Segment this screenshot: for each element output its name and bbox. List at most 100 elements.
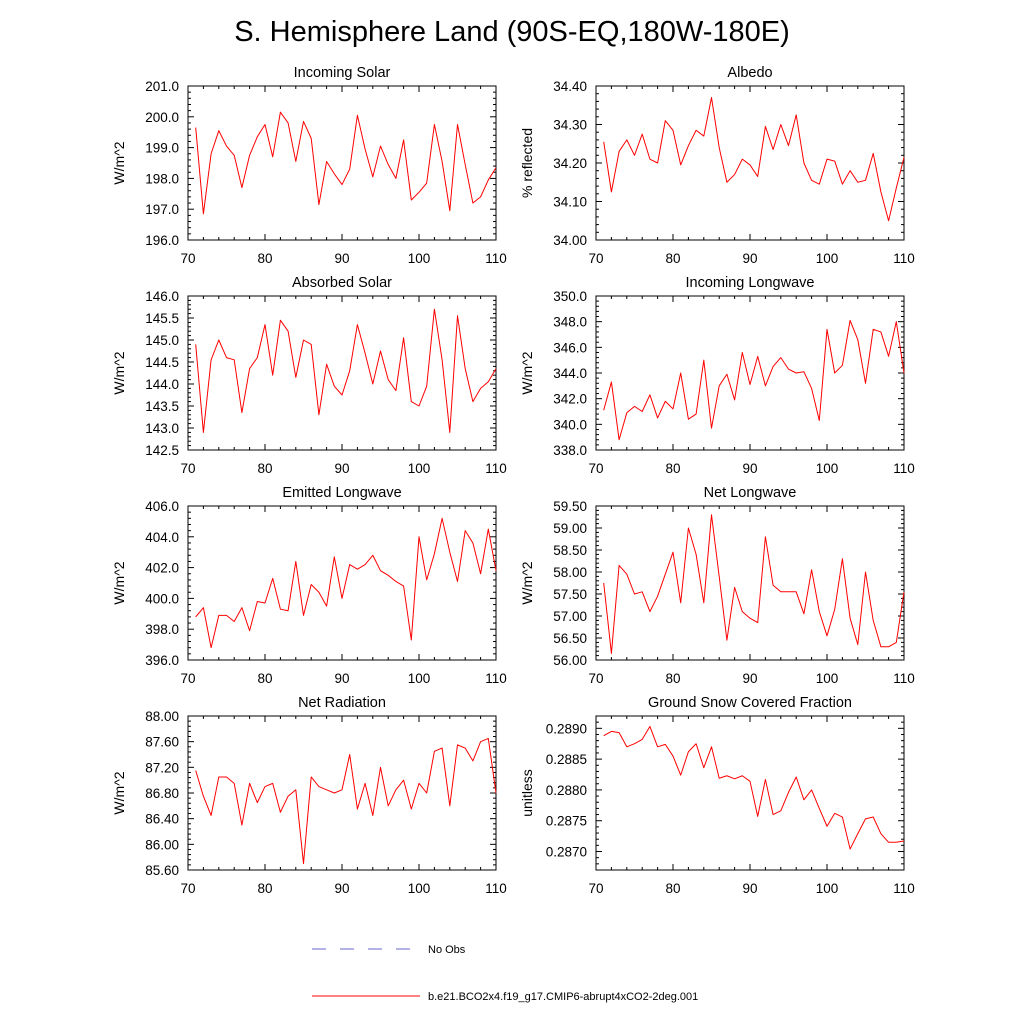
x-tick-label: 90 xyxy=(334,881,349,896)
y-tick-label: 197.0 xyxy=(145,202,179,217)
y-tick-label: 34.30 xyxy=(553,118,587,133)
x-tick-label: 100 xyxy=(408,671,431,686)
series-line xyxy=(603,97,905,222)
x-tick-label: 90 xyxy=(334,461,349,476)
y-tick-label: 57.50 xyxy=(553,587,587,602)
plot-frame xyxy=(187,85,497,241)
x-tick-label: 110 xyxy=(485,461,507,476)
y-tick-label: 59.50 xyxy=(553,499,587,514)
x-tick-label: 100 xyxy=(408,251,431,266)
y-tick-label: 56.00 xyxy=(553,653,587,668)
panel-net-radiation: Net Radiation W/m^2 70 80 90 100 110 85.60 86.00… xyxy=(111,695,507,896)
x-tick-label: 80 xyxy=(257,251,272,266)
y-axis-label: W/m^2 xyxy=(519,351,535,394)
panel-title: Albedo xyxy=(727,65,772,81)
panel-title: Absorbed Solar xyxy=(292,275,392,291)
x-tick-label: 110 xyxy=(485,881,507,896)
y-tick-label: 86.40 xyxy=(145,812,179,827)
panel-title: Net Longwave xyxy=(704,485,797,501)
panel-ground-snow-covered-fraction: Ground Snow Covered Fraction unitless 70 80… xyxy=(519,695,915,896)
y-tick-label: 0.2875 xyxy=(546,814,587,829)
x-tick-label: 90 xyxy=(334,251,349,266)
y-axis-label: W/m^2 xyxy=(111,351,127,394)
legend-model-label: b.e21.BCO2x4.f19_g17.CMIP6-abrupt4xCO2-2… xyxy=(428,991,698,1003)
y-tick-label: 0.2885 xyxy=(546,752,587,767)
y-tick-label: 87.20 xyxy=(145,760,179,775)
y-tick-label: 143.5 xyxy=(145,399,179,414)
y-tick-label: 199.0 xyxy=(145,141,179,156)
y-tick-label: 348.0 xyxy=(553,315,587,330)
panel-title: Ground Snow Covered Fraction xyxy=(648,695,852,711)
x-tick-label: 90 xyxy=(334,671,349,686)
y-tick-label: 34.40 xyxy=(553,79,587,94)
plot-frame xyxy=(595,505,905,661)
x-tick-label: 110 xyxy=(485,251,507,266)
y-tick-label: 145.5 xyxy=(145,311,179,326)
x-tick-label: 100 xyxy=(408,881,431,896)
series-line xyxy=(603,514,905,654)
y-tick-label: 87.60 xyxy=(145,735,179,750)
x-tick-label: 100 xyxy=(816,251,839,266)
panel-net-longwave: Net Longwave W/m^2 70 80 90 100 110 56.00 56.50 5… xyxy=(519,485,915,686)
series-line xyxy=(603,319,905,441)
y-axis-label: W/m^2 xyxy=(111,141,127,184)
x-tick-label: 100 xyxy=(408,461,431,476)
x-tick-label: 70 xyxy=(180,881,195,896)
y-tick-label: 0.2870 xyxy=(546,845,587,860)
x-tick-label: 80 xyxy=(665,461,680,476)
y-tick-label: 34.00 xyxy=(553,233,587,248)
y-tick-label: 402.0 xyxy=(145,561,179,576)
y-tick-label: 0.2880 xyxy=(546,783,587,798)
x-tick-label: 70 xyxy=(180,461,195,476)
x-tick-label: 70 xyxy=(588,881,603,896)
panel-incoming-longwave: Incoming Longwave W/m^2 70 80 90 100 110 338.0 3… xyxy=(519,275,915,476)
y-tick-label: 201.0 xyxy=(145,79,179,94)
x-tick-label: 90 xyxy=(742,461,757,476)
y-tick-label: 198.0 xyxy=(145,171,179,186)
x-tick-label: 80 xyxy=(257,881,272,896)
panel-title: Incoming Longwave xyxy=(686,275,815,291)
y-axis-label: W/m^2 xyxy=(519,561,535,604)
series-line xyxy=(195,111,497,215)
y-axis-label: W/m^2 xyxy=(111,771,127,814)
y-tick-label: 34.10 xyxy=(553,195,587,210)
y-tick-label: 350.0 xyxy=(553,289,587,304)
x-tick-label: 80 xyxy=(257,671,272,686)
plot-frame xyxy=(187,505,497,661)
plot-frame xyxy=(595,85,905,241)
panel-title: Incoming Solar xyxy=(294,65,391,81)
x-tick-label: 90 xyxy=(742,881,757,896)
series-line xyxy=(195,517,497,649)
y-axis-label: unitless xyxy=(519,769,535,816)
y-tick-label: 34.20 xyxy=(553,156,587,171)
y-tick-label: 86.80 xyxy=(145,786,179,801)
x-tick-label: 100 xyxy=(816,881,839,896)
x-tick-label: 110 xyxy=(893,251,915,266)
y-tick-label: 58.00 xyxy=(553,565,587,580)
x-tick-label: 80 xyxy=(257,461,272,476)
series-line xyxy=(603,725,905,850)
x-tick-label: 110 xyxy=(893,671,915,686)
panel-title: Emitted Longwave xyxy=(282,485,401,501)
y-tick-label: 57.00 xyxy=(553,609,587,624)
plot-frame xyxy=(595,295,905,451)
y-tick-label: 56.50 xyxy=(553,631,587,646)
x-tick-label: 80 xyxy=(665,671,680,686)
y-tick-label: 196.0 xyxy=(145,233,179,248)
y-tick-label: 59.00 xyxy=(553,521,587,536)
x-tick-label: 100 xyxy=(816,671,839,686)
x-tick-label: 80 xyxy=(665,881,680,896)
y-tick-label: 344.0 xyxy=(553,366,587,381)
x-tick-label: 100 xyxy=(816,461,839,476)
y-tick-label: 88.00 xyxy=(145,709,179,724)
panel-absorbed-solar: Absorbed Solar W/m^2 70 80 90 100 110 142.5 143.… xyxy=(111,275,507,476)
x-tick-label: 90 xyxy=(742,671,757,686)
x-tick-label: 70 xyxy=(588,671,603,686)
panel-albedo: Albedo % reflected 70 80 90 100 110 34.00 34.10 3… xyxy=(519,65,915,266)
figure-title: S. Hemisphere Land (90S-EQ,180W-180E) xyxy=(234,16,790,48)
series-line xyxy=(195,737,497,865)
panel-emitted-longwave: Emitted Longwave W/m^2 70 80 90 100 110 396.0 39… xyxy=(111,485,507,686)
y-tick-label: 340.0 xyxy=(553,417,587,432)
y-tick-label: 144.0 xyxy=(145,377,179,392)
